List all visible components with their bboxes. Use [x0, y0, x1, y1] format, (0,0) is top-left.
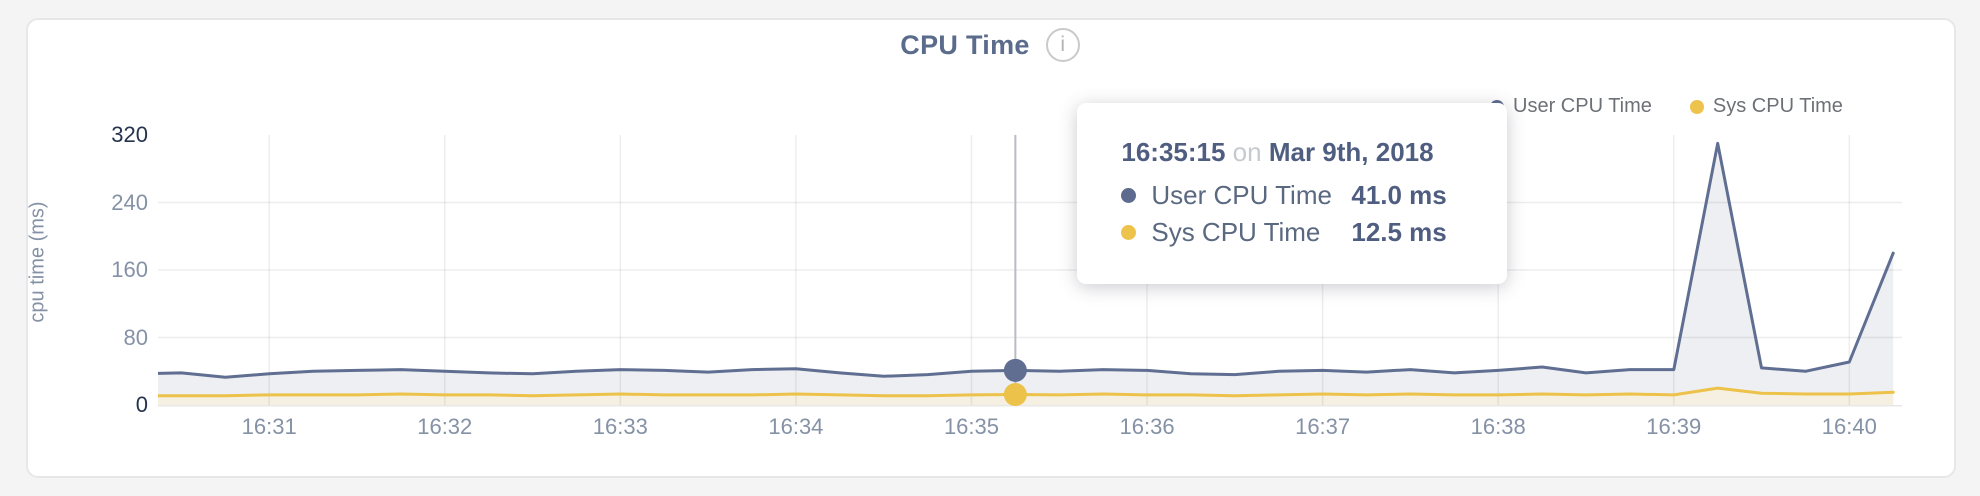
tooltip-label-sys: Sys CPU Time [1151, 217, 1321, 247]
legend-label-user: User CPU Time [1513, 95, 1652, 117]
tooltip-connector: on [1232, 137, 1262, 167]
x-tick-label: 16:36 [1119, 414, 1175, 439]
legend-label-sys: Sys CPU Time [1712, 95, 1843, 117]
user-cpu-dot-icon [1121, 188, 1137, 203]
x-tick-label: 16:34 [768, 414, 824, 439]
hover-dot-user [1003, 358, 1027, 382]
user-cpu-area [158, 143, 1894, 405]
tooltip-value-user: 41.0 ms [1351, 180, 1447, 210]
x-tick-label: 16:40 [1821, 414, 1877, 439]
y-tick-label: 160 [111, 257, 148, 282]
y-tick-label: 240 [111, 189, 148, 215]
legend: User CPU Time Sys CPU Time [1490, 95, 1843, 118]
hover-dot-sys [1003, 382, 1027, 406]
legend-item-user-cpu-time[interactable]: User CPU Time [1490, 95, 1652, 118]
tooltip-timestamp: 16:35:15 on Mar 9th, 2018 [1121, 137, 1483, 168]
x-tick-label: 16:33 [592, 414, 648, 439]
chart-header: CPU Time i [0, 28, 1980, 62]
chart-title: CPU Time [900, 29, 1030, 60]
x-tick-label: 16:35 [943, 414, 999, 439]
hover-tooltip: 16:35:15 on Mar 9th, 2018 User CPU Time … [1077, 103, 1508, 284]
info-icon[interactable]: i [1045, 28, 1080, 62]
x-tick-label: 16:38 [1470, 414, 1526, 439]
x-tick-label: 16:31 [241, 414, 297, 439]
tooltip-row-sys: Sys CPU Time 12.5 ms [1121, 214, 1483, 251]
y-tick-label: 320 [111, 122, 148, 147]
legend-item-sys-cpu-time[interactable]: Sys CPU Time [1689, 95, 1843, 118]
tooltip-row-user: User CPU Time 41.0 ms [1121, 177, 1483, 214]
y-tick-label: 0 [135, 392, 148, 417]
tooltip-label-user: User CPU Time [1151, 180, 1332, 210]
tooltip-value-sys: 12.5 ms [1351, 217, 1447, 247]
x-tick-label: 16:37 [1295, 414, 1351, 439]
tooltip-time: 16:35:15 [1121, 137, 1226, 167]
tooltip-date: Mar 9th, 2018 [1268, 137, 1434, 167]
sys-cpu-legend-dot-icon [1689, 99, 1704, 114]
sys-cpu-dot-icon [1121, 225, 1137, 240]
x-tick-label: 16:39 [1646, 414, 1702, 439]
y-axis-title: cpu time (ms) [26, 201, 49, 323]
x-tick-label: 16:32 [417, 414, 473, 439]
y-tick-label: 80 [123, 324, 148, 350]
